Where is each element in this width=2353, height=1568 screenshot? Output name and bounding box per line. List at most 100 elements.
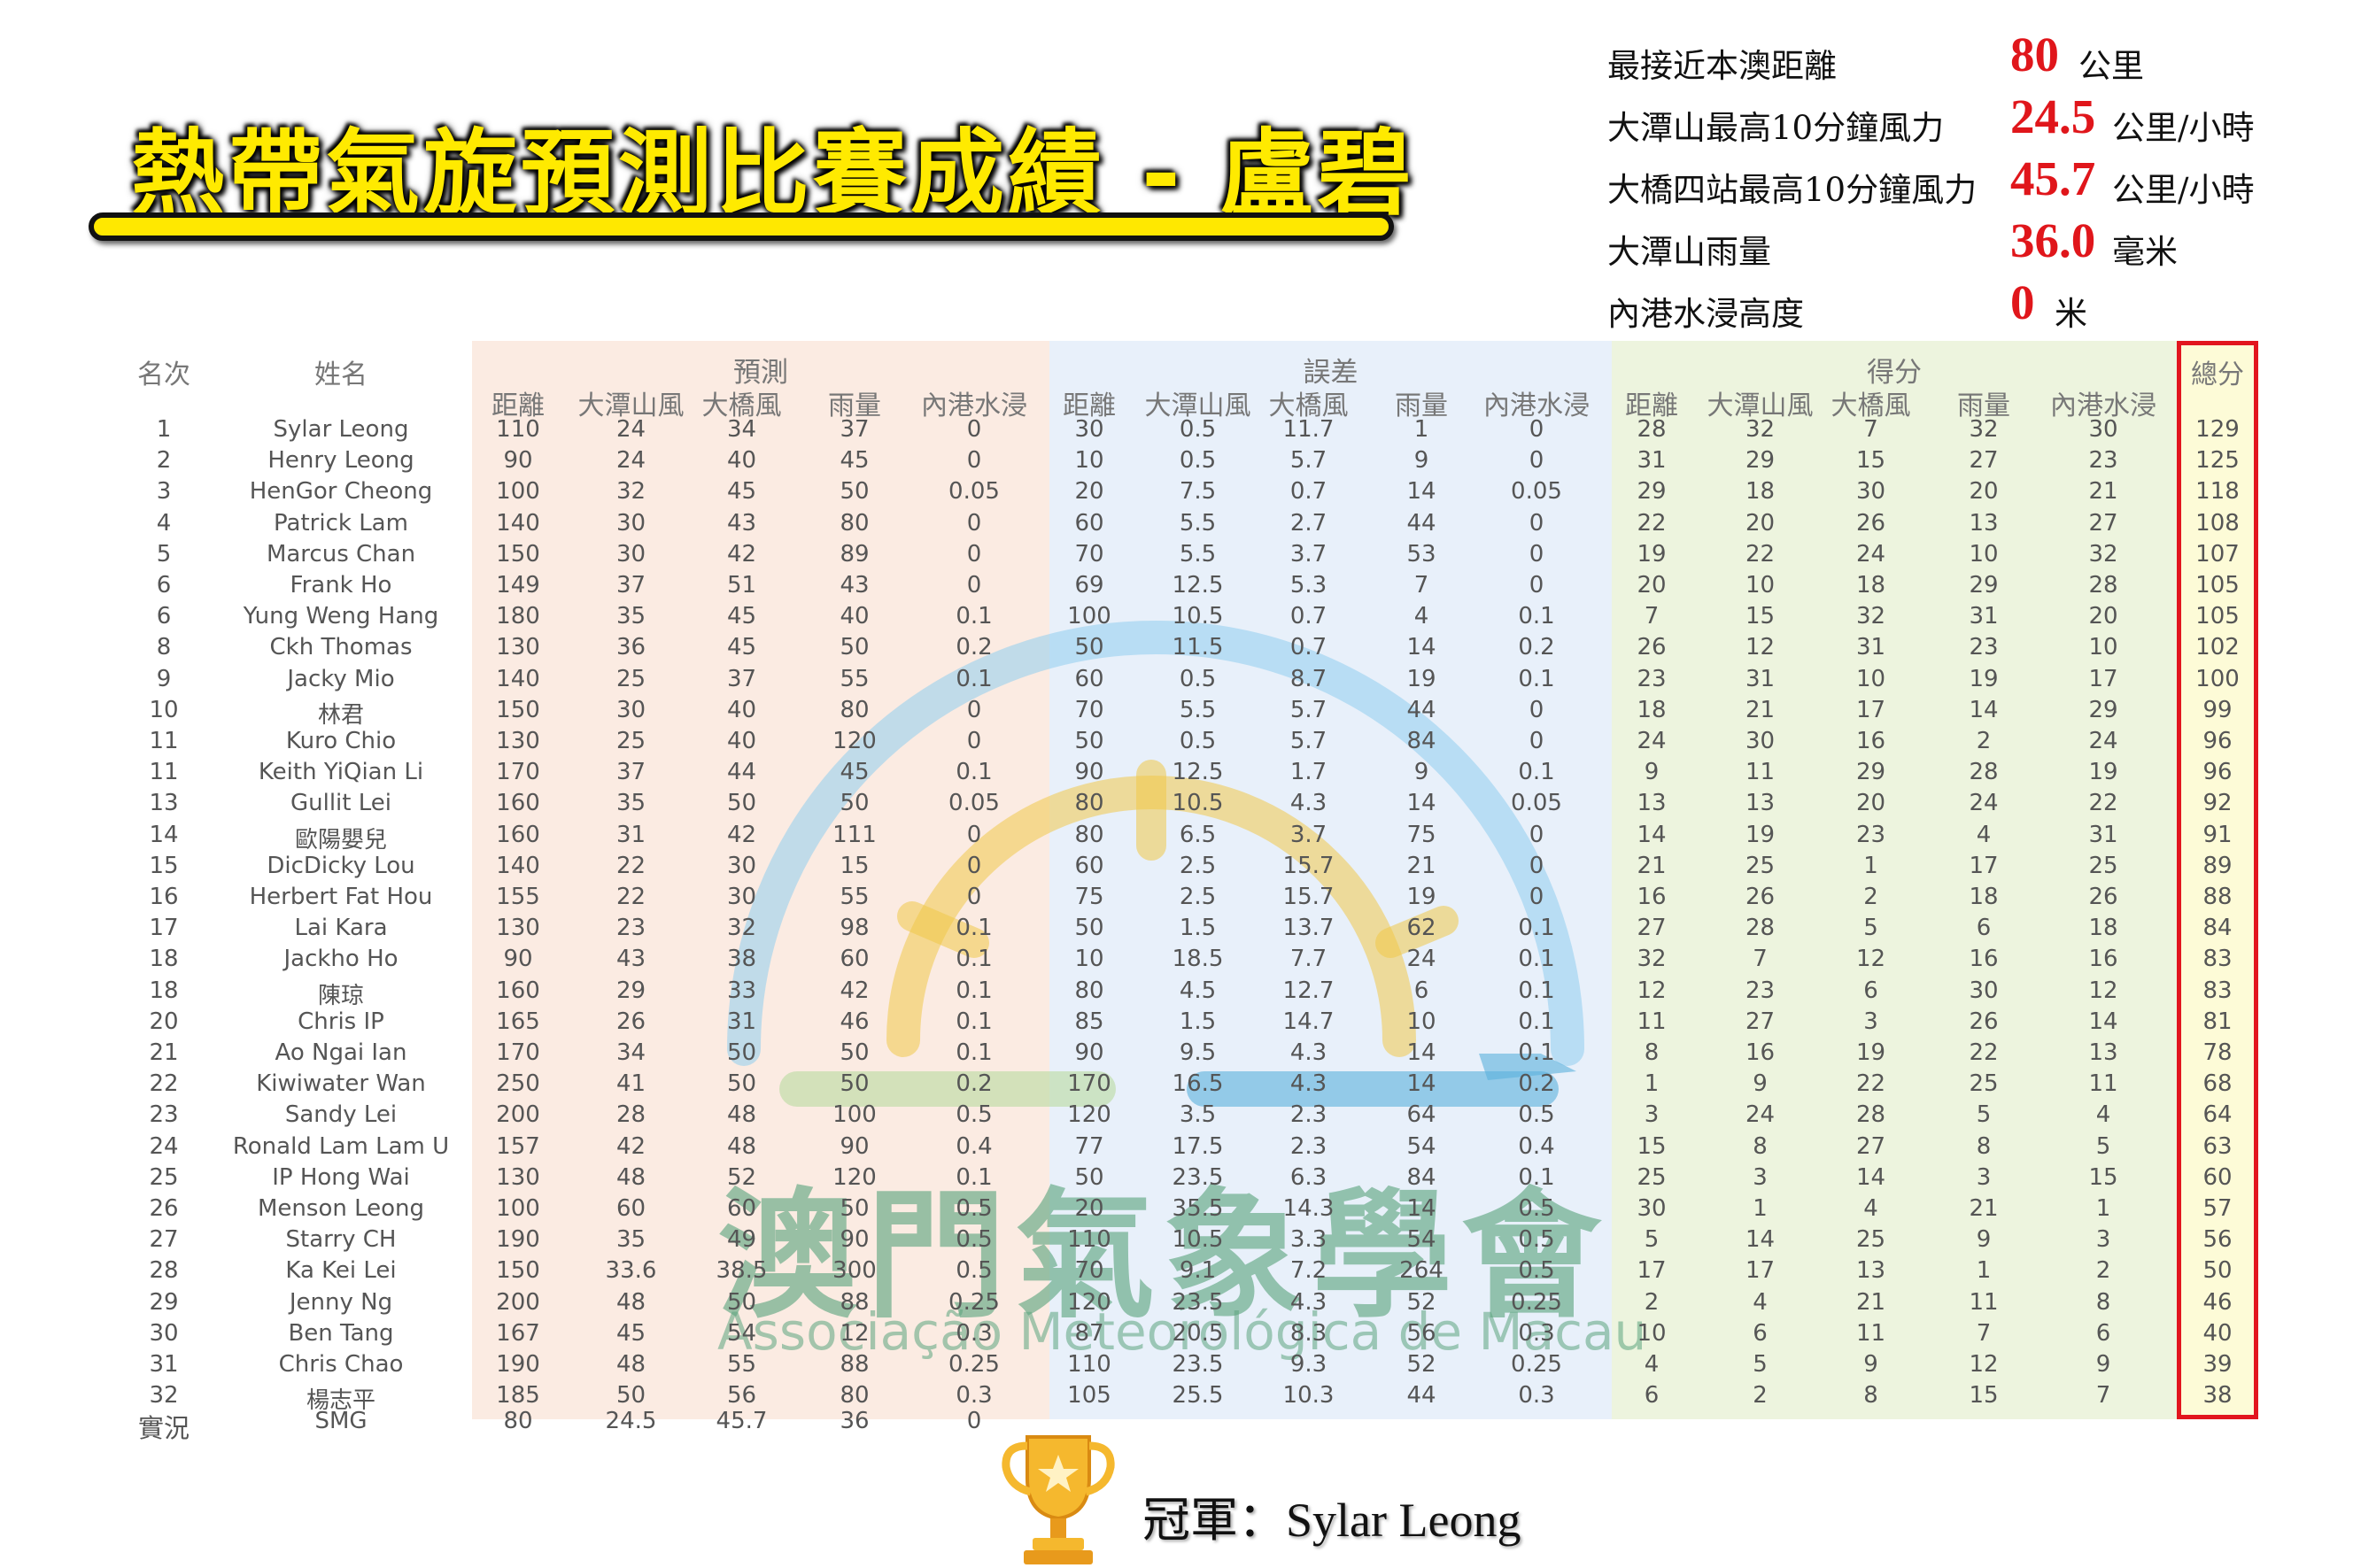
- err-bridge-wind-cell: 3.7: [1289, 540, 1327, 568]
- actual-distance: 80: [503, 1408, 533, 1434]
- stat-row: 內港水浸高度 0 米: [1607, 274, 2316, 336]
- score-bridge-wind-cell: 1: [1863, 852, 1878, 879]
- err-bridge-wind-cell: 5.7: [1289, 696, 1327, 723]
- pred-taipa-wind-cell: 25: [615, 728, 646, 754]
- pred-taipa-wind-cell: 35: [615, 1226, 646, 1254]
- err-flooding-cell: 0.1: [1518, 1039, 1555, 1066]
- err-rainfall-cell: 14: [1406, 478, 1436, 506]
- pred-rainfall-cell: 46: [840, 1008, 870, 1035]
- err-bridge-wind-cell: 0.7: [1289, 478, 1327, 506]
- table-row: 10 林君 150 30 40 80 0 70 5.5 5.7 44 0 18 21 17 14 29 99: [0, 696, 2353, 729]
- pred-bridge-wind-cell: 42: [726, 540, 757, 568]
- score-rainfall-cell: 9: [1976, 1226, 1992, 1254]
- pred-flooding-cell: 0: [966, 852, 982, 879]
- score-distance-cell: 22: [1637, 509, 1667, 537]
- score-rainfall-cell: 21: [1969, 1195, 1999, 1222]
- score-rainfall-cell: 27: [1969, 447, 1999, 475]
- table-row: 8 Ckh Thomas 130 36 45 50 0.2 50 11.5 0.7 14 0.2 26 1…: [0, 634, 2353, 665]
- err-rainfall-cell: 24: [1406, 946, 1436, 973]
- err-rainfall-cell: 53: [1406, 540, 1436, 568]
- score-rainfall-cell: 19: [1969, 665, 1999, 692]
- table-row: 14 歐陽嬰兒 160 31 42 111 0 80 6.5 3.7 75 0 14 19 23 4 31 91: [0, 821, 2353, 854]
- err-rainfall-cell: 14: [1406, 1070, 1436, 1098]
- err-taipa-wind-cell: 0.5: [1179, 416, 1217, 443]
- pred-flooding-cell: 0: [966, 540, 982, 568]
- table-row: 21 Ao Ngai Ian 170 34 50 50 0.1 90 9.5 4.3 14 0.1 8 1…: [0, 1039, 2353, 1070]
- score-taipa-wind-cell: 8: [1753, 1132, 1768, 1160]
- score-rainfall-cell: 23: [1969, 634, 1999, 661]
- pred-flooding-cell: 0.3: [956, 1319, 993, 1347]
- err-bridge-wind-cell: 7.7: [1289, 946, 1327, 973]
- score-distance-cell: 7: [1644, 603, 1660, 630]
- score-bridge-wind-cell: 4: [1863, 1195, 1878, 1222]
- pred-distance-cell: 200: [496, 1288, 540, 1316]
- stat-value: 45.7: [2010, 151, 2096, 205]
- score-flooding-cell: 27: [2088, 509, 2118, 537]
- score-rainfall-cell: 12: [1969, 1351, 1999, 1378]
- score-flooding-cell: 14: [2088, 1008, 2118, 1035]
- stat-value: 24.5: [2010, 89, 2096, 143]
- score-bridge-wind-cell: 8: [1863, 1382, 1878, 1410]
- score-flooding-cell: 11: [2088, 1070, 2118, 1098]
- err-distance-cell: 120: [1067, 1101, 1111, 1129]
- rank-cell: 21: [149, 1039, 179, 1066]
- name-cell: Kiwiwater Wan: [256, 1070, 426, 1098]
- name-cell: 林君: [317, 701, 364, 729]
- pred-flooding-cell: 0.4: [956, 1132, 993, 1160]
- err-taipa-wind-cell: 2.5: [1179, 884, 1217, 910]
- pred-taipa-wind-cell: 45: [615, 1319, 646, 1347]
- total-score-cell: 125: [2195, 447, 2240, 475]
- err-taipa-wind-cell: 2.5: [1179, 852, 1217, 879]
- score-distance-cell: 30: [1637, 1195, 1667, 1222]
- stat-label: 大橋四站最高10分鐘風力: [1607, 171, 1978, 209]
- err-taipa-wind-cell: 0.5: [1179, 728, 1217, 754]
- pred-distance-cell: 140: [496, 852, 540, 879]
- table-row: 15 DicDicky Lou 140 22 30 15 0 60 2.5 15.7 21 0 21 25…: [0, 853, 2353, 884]
- err-rainfall-cell: 14: [1406, 790, 1436, 817]
- err-bridge-wind-cell: 4.3: [1289, 1288, 1327, 1316]
- rank-cell: 17: [149, 915, 179, 942]
- pred-taipa-wind-cell: 30: [615, 696, 646, 723]
- err-distance-cell: 50: [1074, 728, 1104, 754]
- score-flooding-cell: 6: [2095, 1319, 2111, 1347]
- pred-distance-cell: 170: [496, 759, 540, 786]
- actual-taipa-wind: 24.5: [605, 1408, 657, 1434]
- err-distance-cell: 170: [1067, 1070, 1111, 1098]
- subheader-distance: 距離: [1063, 390, 1116, 421]
- score-flooding-cell: 23: [2088, 447, 2118, 475]
- total-score-cell: 105: [2195, 603, 2240, 630]
- err-rainfall-cell: 44: [1406, 509, 1436, 537]
- table-row: 13 Gullit Lei 160 35 50 50 0.05 80 10.5 4.3 14 0.05…: [0, 790, 2353, 821]
- table-row: 3 HenGor Cheong 100 32 45 50 0.05 20 7.5 0.7 14 0.0…: [0, 478, 2353, 509]
- pred-flooding-cell: 0: [966, 572, 982, 599]
- pred-bridge-wind-cell: 40: [726, 696, 757, 723]
- pred-flooding-cell: 0.1: [956, 665, 993, 692]
- pred-rainfall-cell: 42: [840, 977, 870, 1004]
- score-bridge-wind-cell: 21: [1855, 1288, 1886, 1316]
- rank-cell: 30: [149, 1319, 179, 1347]
- score-taipa-wind-cell: 25: [1745, 852, 1776, 879]
- total-score-cell: 83: [2202, 977, 2233, 1004]
- score-taipa-wind-cell: 21: [1745, 696, 1776, 723]
- pred-distance-cell: 130: [496, 1163, 540, 1191]
- pred-bridge-wind-cell: 42: [726, 821, 757, 848]
- total-score-cell: 78: [2202, 1039, 2233, 1066]
- pred-bridge-wind-cell: 38: [726, 946, 757, 973]
- name-cell: Ben Tang: [288, 1319, 394, 1347]
- score-distance-cell: 29: [1637, 478, 1667, 506]
- pred-distance-cell: 160: [496, 790, 540, 817]
- subheader-distance: 距離: [1625, 390, 1678, 421]
- total-score-cell: 88: [2202, 884, 2233, 910]
- score-taipa-wind-cell: 15: [1745, 603, 1776, 630]
- name-cell: Ao Ngai Ian: [275, 1039, 407, 1066]
- pred-taipa-wind-cell: 22: [615, 884, 646, 910]
- pred-rainfall-cell: 111: [832, 821, 877, 848]
- rank-cell: 27: [149, 1226, 179, 1254]
- score-flooding-cell: 7: [2095, 1382, 2111, 1410]
- pred-distance-cell: 140: [496, 665, 540, 692]
- pred-bridge-wind-cell: 51: [726, 572, 757, 599]
- header-group-error: 誤差: [1303, 357, 1358, 389]
- pred-rainfall-cell: 89: [840, 540, 870, 568]
- header-rank: 名次: [137, 359, 190, 390]
- pred-bridge-wind-cell: 56: [726, 1382, 757, 1410]
